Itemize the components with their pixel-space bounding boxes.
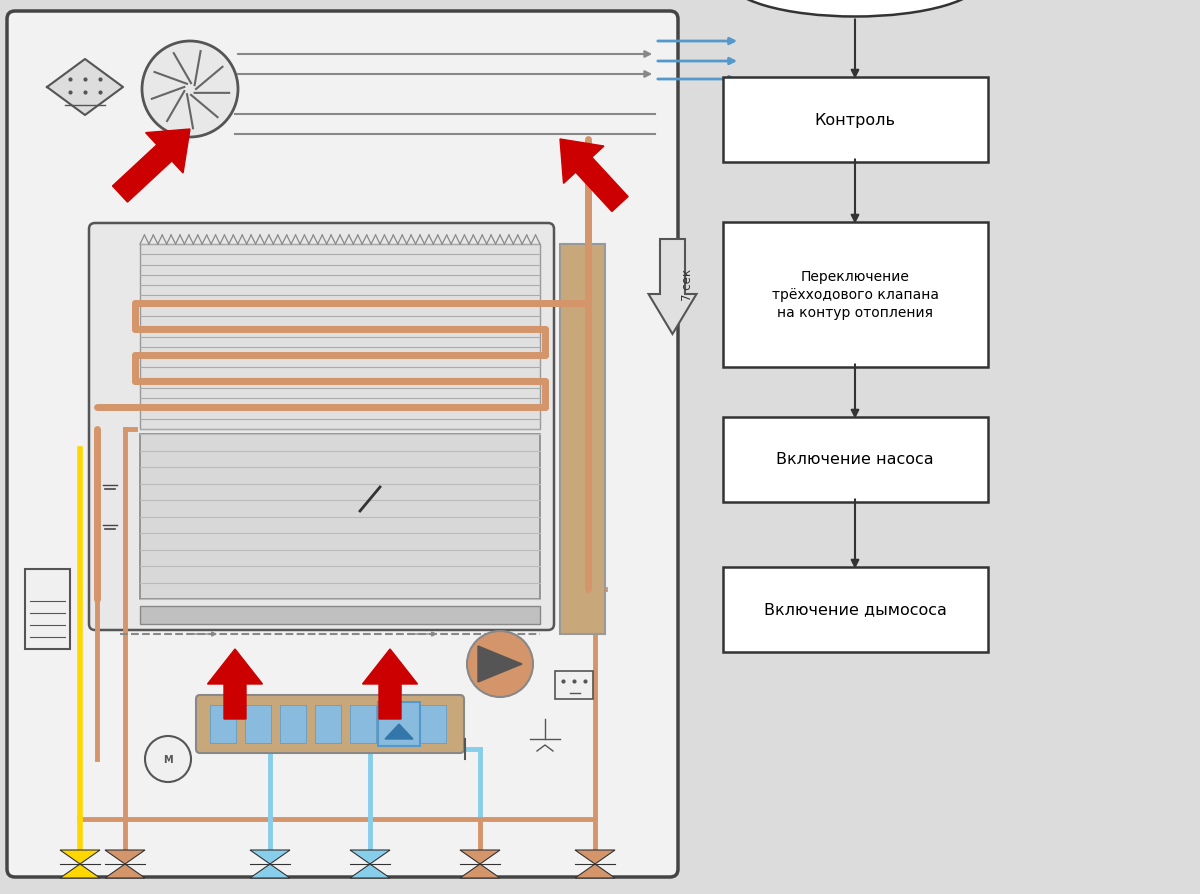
- FancyBboxPatch shape: [722, 417, 988, 502]
- Polygon shape: [106, 864, 145, 878]
- Polygon shape: [106, 850, 145, 864]
- Polygon shape: [60, 864, 100, 878]
- Polygon shape: [250, 850, 290, 864]
- FancyBboxPatch shape: [140, 434, 540, 599]
- Polygon shape: [460, 864, 500, 878]
- Circle shape: [142, 42, 238, 138]
- Text: Включение дымососа: Включение дымососа: [763, 602, 947, 617]
- Polygon shape: [575, 850, 616, 864]
- Polygon shape: [350, 850, 390, 864]
- Text: M: M: [163, 755, 173, 764]
- FancyBboxPatch shape: [196, 696, 464, 753]
- FancyArrow shape: [648, 240, 696, 334]
- Polygon shape: [478, 646, 522, 682]
- Ellipse shape: [727, 0, 983, 18]
- FancyBboxPatch shape: [378, 702, 420, 746]
- Polygon shape: [250, 864, 290, 878]
- FancyBboxPatch shape: [350, 705, 377, 743]
- Text: Контроль: Контроль: [815, 113, 895, 127]
- Polygon shape: [60, 850, 100, 864]
- FancyBboxPatch shape: [7, 12, 678, 877]
- Polygon shape: [575, 864, 616, 878]
- Circle shape: [145, 736, 191, 782]
- Text: Переключение
трёхходового клапана
на контур отопления: Переключение трёхходового клапана на кон…: [772, 269, 938, 320]
- FancyBboxPatch shape: [280, 705, 306, 743]
- FancyBboxPatch shape: [554, 671, 593, 699]
- FancyBboxPatch shape: [314, 705, 341, 743]
- Polygon shape: [350, 864, 390, 878]
- FancyBboxPatch shape: [722, 223, 988, 367]
- FancyArrow shape: [362, 649, 418, 719]
- FancyBboxPatch shape: [385, 705, 412, 743]
- FancyBboxPatch shape: [25, 569, 70, 649]
- FancyArrow shape: [208, 649, 263, 719]
- FancyBboxPatch shape: [722, 567, 988, 652]
- FancyBboxPatch shape: [140, 245, 540, 429]
- Polygon shape: [460, 850, 500, 864]
- FancyBboxPatch shape: [89, 224, 554, 630]
- Polygon shape: [385, 724, 413, 739]
- FancyBboxPatch shape: [245, 705, 271, 743]
- Circle shape: [467, 631, 533, 697]
- FancyBboxPatch shape: [420, 705, 446, 743]
- FancyArrow shape: [560, 139, 628, 212]
- FancyArrow shape: [113, 130, 190, 203]
- FancyBboxPatch shape: [560, 245, 605, 634]
- FancyBboxPatch shape: [140, 606, 540, 624]
- Polygon shape: [47, 60, 124, 116]
- FancyBboxPatch shape: [722, 78, 988, 163]
- Text: Включение насоса: Включение насоса: [776, 452, 934, 467]
- FancyBboxPatch shape: [210, 705, 236, 743]
- Text: 7 сек: 7 сек: [682, 268, 694, 300]
